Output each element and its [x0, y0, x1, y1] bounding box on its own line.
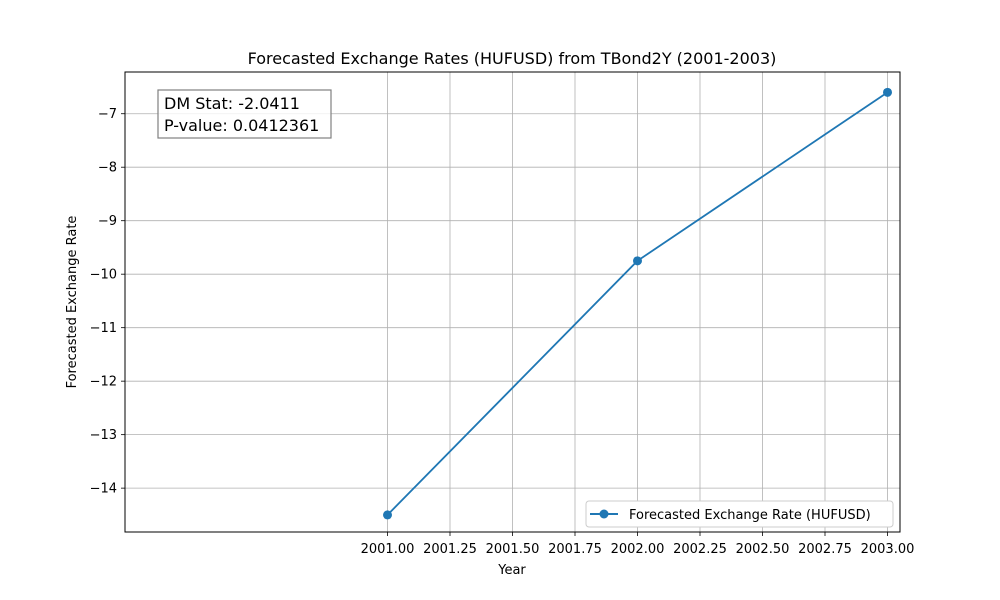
x-tick-label: 2003.00 [861, 542, 915, 557]
annotation-box: DM Stat: -2.0411 P-value: 0.0412361 [157, 89, 332, 139]
data-point [883, 87, 892, 97]
x-tick-label: 2002.50 [736, 542, 790, 557]
annotation-dm-stat: DM Stat: -2.0411 [164, 94, 300, 113]
grid-lines [125, 72, 900, 532]
chart-title: Forecasted Exchange Rates (HUFUSD) from … [248, 49, 777, 68]
series-forecasted-exchange-rate [383, 87, 892, 520]
legend: Forecasted Exchange Rate (HUFUSD) [585, 500, 894, 528]
x-tick-label: 2001.50 [486, 542, 540, 557]
y-axis-label: Forecasted Exchange Rate [65, 216, 80, 389]
y-tick-label: −13 [90, 428, 117, 443]
y-tick-label: −11 [90, 321, 117, 336]
y-tick-label: −9 [98, 214, 117, 229]
legend-marker-swatch [599, 509, 609, 519]
y-tick-label: −8 [98, 161, 117, 176]
x-tick-label: 2001.25 [423, 542, 477, 557]
x-axis-ticks: 2001.00 2001.25 2001.50 2001.75 2002.00 2002.… [361, 532, 915, 557]
legend-frame [585, 500, 894, 528]
x-tick-label: 2002.00 [611, 542, 665, 557]
x-tick-label: 2001.75 [548, 542, 602, 557]
annotation-p-value: P-value: 0.0412361 [164, 116, 319, 135]
data-point [633, 256, 642, 266]
legend-entry-label: Forecasted Exchange Rate (HUFUSD) [629, 508, 871, 523]
y-tick-label: −14 [90, 482, 117, 497]
x-tick-label: 2001.00 [361, 542, 415, 557]
x-tick-label: 2002.75 [798, 542, 852, 557]
data-point [383, 510, 392, 520]
annotation-box-frame [157, 89, 332, 139]
x-axis-label: Year [497, 563, 526, 578]
x-tick-label: 2002.25 [673, 542, 727, 557]
y-tick-label: −12 [90, 375, 117, 390]
y-tick-label: −10 [90, 268, 117, 283]
y-axis-ticks: −14 −13 −12 −11 −10 −9 −8 −7 [90, 107, 125, 497]
y-tick-label: −7 [98, 107, 117, 122]
